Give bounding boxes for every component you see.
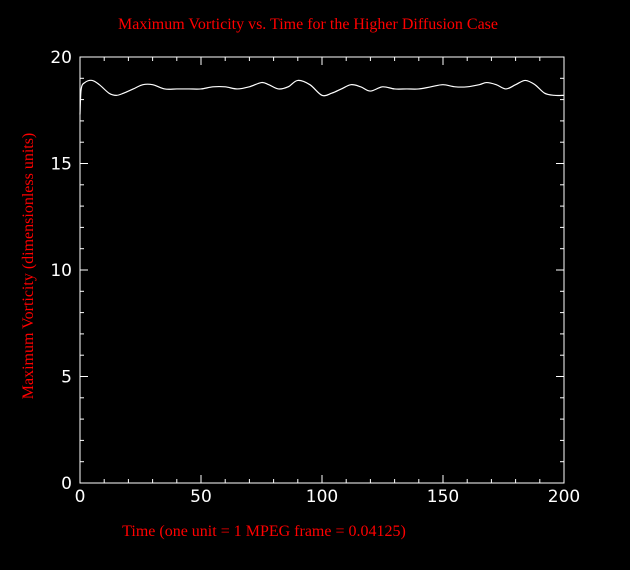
y-tick-label: 15 (50, 155, 72, 175)
x-tick-label: 50 (190, 487, 212, 507)
axis-ticks (79, 56, 565, 484)
y-tick-label: 5 (61, 368, 72, 388)
y-tick-label: 10 (50, 261, 72, 281)
x-axis-label: Time (one unit = 1 MPEG frame = 0.04125) (122, 523, 406, 540)
axis-tick-labels: 0 50 100 150 200 0 5 10 15 20 (50, 48, 580, 507)
x-tick-label: 200 (548, 487, 580, 507)
x-tick-label: 0 (75, 487, 86, 507)
series-line (79, 79, 565, 115)
series-group (79, 79, 565, 115)
y-tick-label: 0 (61, 474, 72, 494)
x-tick-label: 150 (427, 487, 459, 507)
y-axis-label: Maximum Vorticity (dimensionless units) (20, 133, 37, 400)
chart-title: Maximum Vorticity vs. Time for the Highe… (118, 16, 498, 33)
x-tick-label: 100 (306, 487, 338, 507)
y-tick-label: 20 (50, 48, 72, 68)
